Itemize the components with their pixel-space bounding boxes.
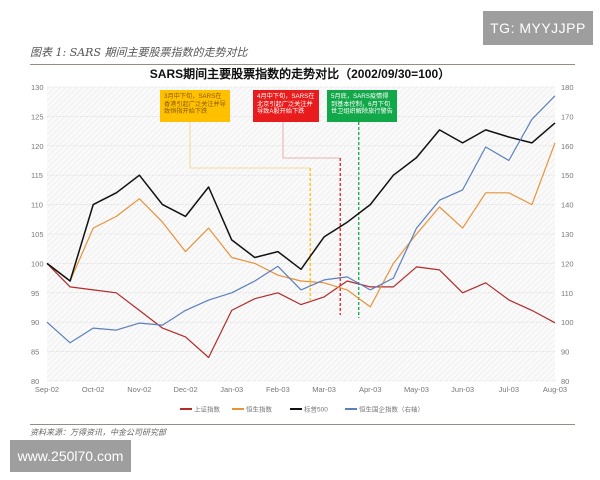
- figure-label: 图表 1: SARS 期间主要股票指数的走势对比: [30, 46, 248, 59]
- series-line-3: [46, 95, 556, 344]
- divider: [30, 424, 575, 425]
- y-left-tick-label: 95: [31, 289, 39, 298]
- x-tick-label: Jun-03: [451, 385, 474, 394]
- y-right-tick-label: 110: [561, 289, 573, 298]
- y-right-tick-label: 100: [561, 318, 574, 327]
- y-left-tick-label: 130: [31, 83, 44, 92]
- annotation-connector: [282, 122, 341, 159]
- series-line-0: [46, 262, 556, 359]
- legend-label: 上证指数: [194, 405, 221, 414]
- y-right-tick-label: 150: [561, 171, 574, 180]
- y-right-tick-label: 130: [561, 230, 574, 239]
- legend-label: 标普500: [304, 405, 328, 414]
- x-tick-label: Apr-03: [359, 385, 382, 394]
- annotation-box-beijing: 4月中下旬，SARS在北京引起广泛关注并导致A股开始下跌: [253, 90, 319, 122]
- legend-label: 恒生国企指数（右轴）: [359, 405, 424, 414]
- x-tick-label: Dec-02: [173, 385, 197, 394]
- y-left-tick-label: 100: [31, 259, 44, 268]
- y-left-tick-label: 115: [31, 171, 43, 180]
- watermark-top: TG: MYYJJPP: [483, 11, 593, 45]
- x-tick-label: Feb-03: [266, 385, 290, 394]
- annotation-box-hk: 3月中下旬，SARS在香港引起广泛关注并导致恒指开始下跌: [160, 90, 230, 122]
- series-line-2: [46, 122, 556, 282]
- series-line-1: [46, 142, 556, 308]
- annotation-connector: [189, 122, 311, 169]
- y-right-tick-label: 170: [561, 112, 574, 121]
- y-left-tick-label: 125: [31, 112, 44, 121]
- legend-label: 恒生指数: [246, 405, 273, 414]
- chart-title: SARS期间主要股票指数的走势对比（2002/09/30=100）: [150, 66, 450, 81]
- y-left-tick-label: 105: [31, 230, 44, 239]
- x-tick-label: Mar-03: [312, 385, 336, 394]
- y-right-tick-label: 140: [561, 201, 574, 210]
- y-right-tick-label: 90: [561, 348, 569, 357]
- y-left-tick-label: 80: [31, 377, 39, 386]
- y-right-tick-label: 80: [561, 377, 569, 386]
- y-left-tick-label: 90: [31, 318, 39, 327]
- x-tick-label: Jul-03: [499, 385, 519, 394]
- y-right-tick-label: 160: [561, 142, 574, 151]
- x-tick-label: Aug-03: [543, 385, 567, 394]
- x-tick-label: Oct-02: [82, 385, 105, 394]
- x-tick-label: Jan-03: [220, 385, 243, 394]
- y-left-tick-label: 120: [31, 142, 44, 151]
- x-tick-label: Nov-02: [127, 385, 151, 394]
- y-right-tick-label: 180: [561, 83, 574, 92]
- y-left-tick-label: 110: [31, 201, 43, 210]
- x-tick-label: Sep-02: [35, 385, 59, 394]
- annotation-box-control: 5月底，SARS疫情得到基本控制，6月下旬世卫组织解除旅行警告: [327, 90, 397, 122]
- source-note: 资料来源：万得资讯，中金公司研究部: [30, 428, 166, 437]
- watermark-bottom: www.250l70.com: [10, 440, 131, 472]
- y-left-tick-label: 85: [31, 348, 39, 357]
- y-right-tick-label: 120: [561, 259, 574, 268]
- divider: [30, 64, 575, 65]
- x-tick-label: May-03: [404, 385, 429, 394]
